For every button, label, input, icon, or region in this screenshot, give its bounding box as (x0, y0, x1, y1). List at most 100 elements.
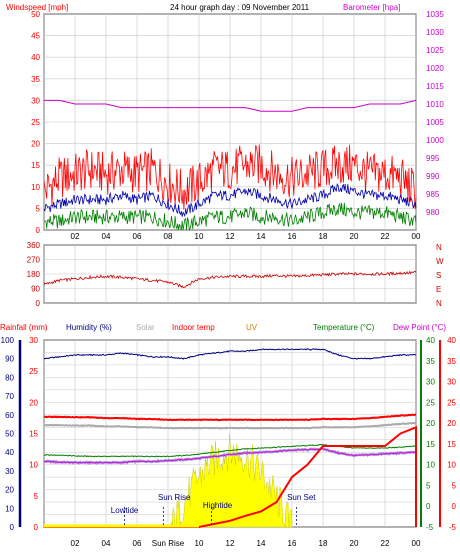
direction-tick: 0 (36, 299, 41, 308)
time-tick-bottom: 22 (381, 539, 390, 548)
humidity-tick: 30 (5, 467, 14, 476)
barometer-tick: 1030 (426, 28, 444, 37)
windspeed-tick: 0 (36, 226, 41, 235)
wind-direction-series (43, 270, 417, 288)
time-tick-bottom: 00 (412, 539, 421, 548)
uv-tick: 35 (426, 357, 435, 366)
barometer-axis-label: Barometer [hpa] (343, 3, 400, 12)
uv-tick: 20 (426, 419, 435, 428)
time-tick-bottom: 16 (288, 539, 297, 548)
barometer-tick: 990 (426, 172, 440, 181)
temp-tick: 20 (447, 419, 456, 428)
lowtide-label: Lowtide (111, 506, 139, 515)
compass-label: N (436, 299, 442, 308)
uv-tick: 5 (426, 481, 431, 490)
rain-tick: 15 (29, 430, 38, 439)
barometer-tick: 980 (426, 208, 440, 217)
text-layer: Windspeed [mph] 24 hour graph day : 09 No… (0, 3, 457, 548)
indoor-temp-axis-label: Indoor temp (172, 323, 215, 332)
rainfall-axis-label: Rainfall (mm) (0, 323, 48, 332)
time-tick-bottom: 02 (71, 539, 80, 548)
time-tick-bottom: 14 (257, 539, 266, 548)
humidity-tick: 40 (5, 448, 14, 457)
rain-tick: 5 (34, 492, 39, 501)
time-tick-top: 06 (133, 232, 142, 241)
time-tick-top: 10 (195, 232, 204, 241)
time-tick-top: 14 (257, 232, 266, 241)
humidity-tick: 90 (5, 355, 14, 364)
barometer-tick: 995 (426, 154, 440, 163)
uv-tick: 0 (426, 502, 431, 511)
time-tick-top: 00 (412, 232, 421, 241)
direction-tick: 90 (31, 285, 40, 294)
time-tick-top: 04 (102, 232, 111, 241)
temp-tick: 10 (447, 461, 456, 470)
temperature-series (43, 443, 417, 458)
temp-tick: -5 (449, 523, 457, 532)
time-tick-bottom: 12 (226, 539, 235, 548)
temperature-axis-label: Temperature (°C) (313, 323, 375, 332)
humidity-tick: 80 (5, 373, 14, 382)
barometer-tick: 1005 (426, 118, 444, 127)
time-tick-bottom: 18 (319, 539, 328, 548)
humidity-tick: 70 (5, 392, 14, 401)
time-tick-bottom: 06 (133, 539, 142, 548)
temp-tick: 15 (447, 440, 456, 449)
dewpoint-axis-label: Dew Point (°C) (393, 323, 446, 332)
rain-tick: 10 (29, 461, 38, 470)
compass-label: E (436, 285, 441, 294)
uv-tick: 30 (426, 378, 435, 387)
barometer-tick: 1000 (426, 136, 444, 145)
compass-label: S (436, 271, 441, 280)
rain-tick: 0 (34, 523, 39, 532)
windspeed-series (43, 144, 417, 210)
temp-tick: 25 (447, 398, 456, 407)
windspeed-tick: 35 (31, 75, 40, 84)
barometer-series (44, 99, 417, 112)
uv-tick: 25 (426, 398, 435, 407)
chart-title: 24 hour graph day : 09 November 2011 (170, 3, 310, 12)
time-tick-bottom: Sun Rise (152, 539, 185, 548)
windspeed-tick: 25 (31, 118, 40, 127)
compass-label: W (436, 257, 444, 266)
time-tick-top: 22 (381, 232, 390, 241)
windspeed-tick: 15 (31, 161, 40, 170)
low-wind-series (43, 202, 417, 231)
rain-tick: 30 (29, 336, 38, 345)
barometer-tick: 985 (426, 190, 440, 199)
windspeed-tick: 45 (31, 32, 40, 41)
barometer-tick: 1020 (426, 64, 444, 73)
windspeed-tick: 40 (31, 53, 40, 62)
humidity-tick: 50 (5, 430, 14, 439)
windspeed-tick: 5 (36, 204, 41, 213)
barometer-tick: 1010 (426, 100, 444, 109)
temp-tick: 35 (447, 357, 456, 366)
windspeed-tick: 20 (31, 140, 40, 149)
direction-tick: 180 (27, 270, 41, 279)
rain-tick: 20 (29, 398, 38, 407)
uv-axis-label: UV (246, 323, 258, 332)
rain-tick: 25 (29, 367, 38, 376)
solar-area (170, 434, 293, 528)
windspeed-tick: 50 (31, 10, 40, 19)
solar-axis-label: Solar (136, 323, 155, 332)
humidity-tick: 60 (5, 411, 14, 420)
dewpoint-series (44, 448, 417, 464)
uv-tick: 15 (426, 440, 435, 449)
barometer-tick: 1035 (426, 10, 444, 19)
time-tick-top: 20 (350, 232, 359, 241)
humidity-series (43, 348, 417, 360)
data-series (43, 99, 417, 528)
average-wind-series (43, 183, 417, 218)
direction-tick: 360 (27, 241, 41, 250)
temp-tick: 5 (452, 481, 457, 490)
time-tick-top: 02 (71, 232, 80, 241)
uv-tick: 40 (426, 336, 435, 345)
barometer-tick: 1025 (426, 46, 444, 55)
sunset-label: Sun Set (287, 493, 316, 502)
time-tick-bottom: 10 (195, 539, 204, 548)
temp-tick: 30 (447, 378, 456, 387)
humidity-axis-label: Humidity (%) (66, 323, 112, 332)
